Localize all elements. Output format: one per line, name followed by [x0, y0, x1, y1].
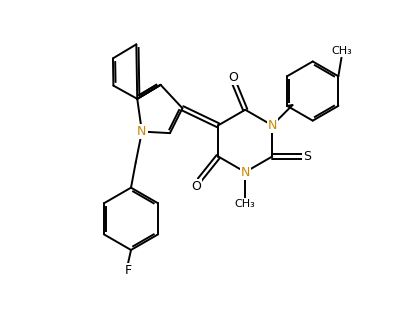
Text: S: S — [303, 150, 311, 163]
Text: O: O — [191, 180, 201, 193]
Text: F: F — [124, 264, 131, 277]
Text: O: O — [228, 71, 238, 84]
Text: CH₃: CH₃ — [331, 46, 352, 56]
Text: N: N — [268, 119, 277, 132]
Text: N: N — [137, 125, 146, 138]
Text: CH₃: CH₃ — [235, 199, 256, 209]
Text: N: N — [241, 166, 250, 179]
